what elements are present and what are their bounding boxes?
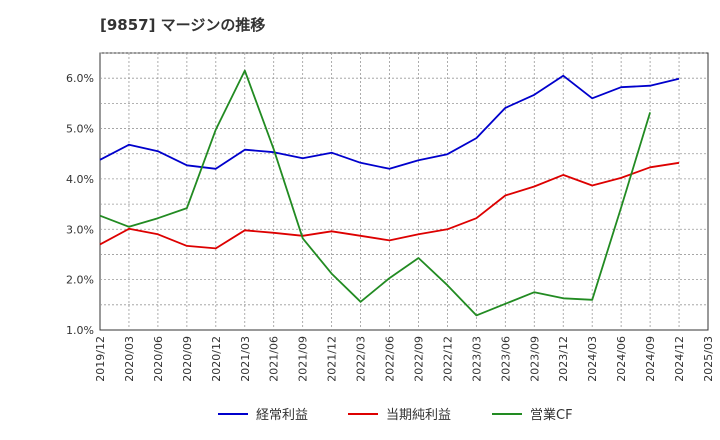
grid-lines — [100, 52, 708, 330]
x-tick-label: 2021/12 — [326, 336, 339, 382]
x-tick-label: 2020/03 — [123, 336, 136, 382]
legend-label-1: 当期純利益 — [386, 408, 451, 423]
x-tick-label: 2023/12 — [557, 336, 570, 382]
x-axis-ticks: 2019/12 2020/03 2020/06 2020/09 2020/12 2021/… — [94, 336, 715, 382]
y-tick-label: 3.0% — [66, 223, 94, 236]
x-tick-label: 2024/03 — [586, 336, 599, 382]
chart-title: [9857] マージンの推移 — [100, 16, 265, 34]
x-tick-label: 2021/06 — [268, 336, 281, 382]
y-axis-ticks: 1.0% 2.0% 3.0% 4.0% 5.0% 6.0% — [66, 72, 94, 337]
series-lines — [99, 69, 680, 317]
x-tick-label: 2023/03 — [470, 336, 483, 382]
series-line-0 — [99, 74, 680, 170]
x-tick-label: 2019/12 — [94, 336, 107, 382]
y-tick-label: 6.0% — [66, 72, 94, 85]
x-tick-label: 2022/03 — [355, 336, 368, 382]
y-tick-label: 5.0% — [66, 123, 94, 136]
x-tick-label: 2020/06 — [152, 336, 165, 382]
legend: 経常利益 当期純利益 営業CF — [218, 407, 573, 423]
legend-label-0: 経常利益 — [256, 408, 308, 423]
x-tick-label: 2021/09 — [297, 336, 310, 382]
y-tick-label: 2.0% — [66, 274, 94, 287]
x-tick-label: 2024/12 — [673, 336, 686, 382]
x-tick-label: 2025/03 — [702, 336, 715, 382]
series-line-1 — [99, 161, 680, 250]
x-tick-label: 2022/09 — [412, 336, 425, 382]
legend-label-2: 営業CF — [530, 407, 573, 423]
x-tick-label: 2022/12 — [441, 336, 454, 382]
x-tick-label: 2020/12 — [210, 336, 223, 382]
x-tick-label: 2024/09 — [644, 336, 657, 382]
plot-area — [99, 52, 709, 331]
series-line-2 — [99, 69, 651, 317]
x-tick-label: 2024/06 — [615, 336, 628, 382]
y-tick-label: 1.0% — [66, 324, 94, 337]
x-tick-label: 2023/06 — [499, 336, 512, 382]
y-tick-label: 4.0% — [66, 173, 94, 186]
x-tick-label: 2022/06 — [384, 336, 397, 382]
x-tick-label: 2023/09 — [528, 336, 541, 382]
x-tick-label: 2021/03 — [239, 336, 252, 382]
x-tick-label: 2020/09 — [181, 336, 194, 382]
